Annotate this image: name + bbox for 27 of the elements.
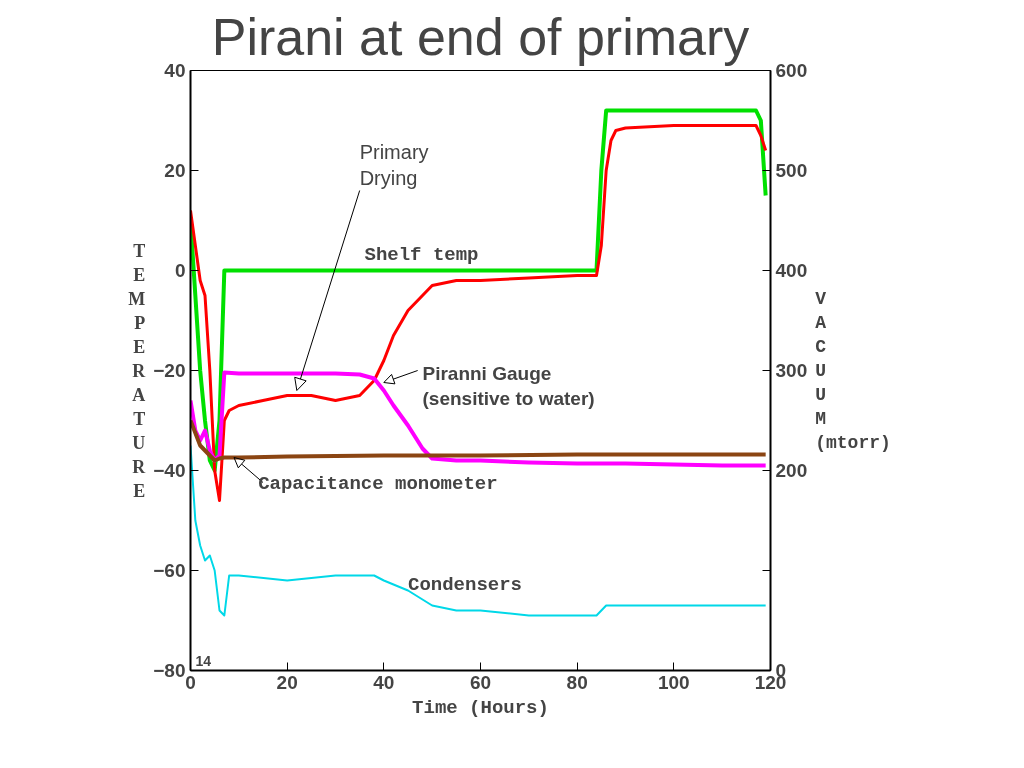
y2-tick-label: 500 (775, 160, 808, 181)
y-tick-label: −40 (153, 460, 186, 481)
text: TEMPERATURE (128, 240, 146, 501)
x-tick-label: 20 (276, 671, 298, 693)
y2-tick-label: 600 (775, 60, 808, 81)
series-label: Shelf temp (364, 243, 479, 266)
annotation: 14 (195, 652, 212, 669)
y2-tick-label: 400 (775, 260, 808, 281)
y2-axis-title: VACUUM (mtorr) (815, 288, 891, 453)
chart-title: Pirani at end of primary (211, 7, 750, 66)
y-tick-label: −20 (153, 360, 186, 381)
y-tick-label: 20 (164, 160, 186, 181)
series-label: Piranni Gauge (sensitive to water) (422, 362, 595, 409)
y2-tick-label: 200 (775, 460, 808, 481)
x-tick-label: 80 (566, 671, 588, 693)
x-axis-title: Time (Hours) (412, 696, 549, 719)
y-tick-label: −80 (153, 660, 186, 681)
y2-tick-label: 300 (775, 360, 808, 381)
y-tick-label: 40 (164, 60, 186, 81)
x-tick-label: 60 (469, 671, 492, 693)
y-tick-label: 0 (174, 260, 186, 281)
x-tick-label: 40 (373, 671, 395, 693)
y-tick-label: −60 (153, 560, 186, 581)
series-label: Capacitance monometer (258, 472, 498, 495)
annotation: Primary Drying (359, 140, 429, 189)
x-tick-label: 100 (657, 671, 690, 693)
series-label: Condensers (408, 573, 523, 596)
